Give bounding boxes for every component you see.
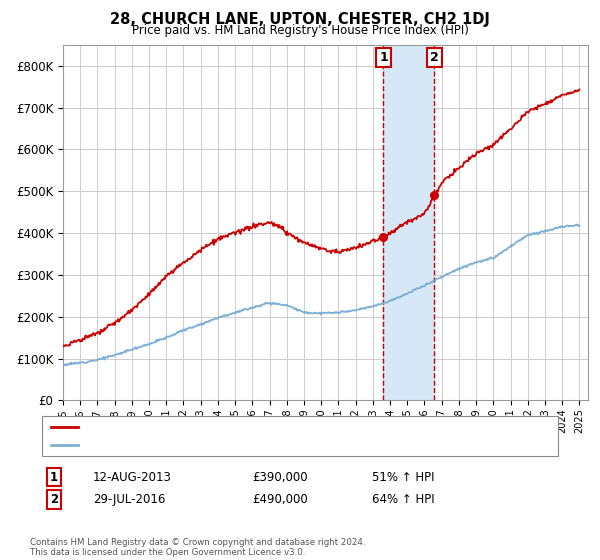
Text: 29-JUL-2016: 29-JUL-2016: [93, 493, 166, 506]
Bar: [383, 45, 434, 400]
Text: 51% ↑ HPI: 51% ↑ HPI: [372, 470, 434, 484]
Text: Price paid vs. HM Land Registry's House Price Index (HPI): Price paid vs. HM Land Registry's House …: [131, 24, 469, 36]
Text: HPI: Average price, detached house, Cheshire West and Chester: HPI: Average price, detached house, Ches…: [83, 440, 418, 450]
Text: 28, CHURCH LANE, UPTON, CHESTER, CH2 1DJ (detached house): 28, CHURCH LANE, UPTON, CHESTER, CH2 1DJ…: [83, 422, 419, 432]
Text: Contains HM Land Registry data © Crown copyright and database right 2024.
This d: Contains HM Land Registry data © Crown c…: [30, 538, 365, 557]
Text: 28, CHURCH LANE, UPTON, CHESTER, CH2 1DJ: 28, CHURCH LANE, UPTON, CHESTER, CH2 1DJ: [110, 12, 490, 27]
Text: 12-AUG-2013: 12-AUG-2013: [93, 470, 172, 484]
Text: 2: 2: [430, 51, 439, 64]
Text: 1: 1: [379, 51, 388, 64]
Text: 1: 1: [50, 470, 58, 484]
Text: 2: 2: [50, 493, 58, 506]
Text: £490,000: £490,000: [252, 493, 308, 506]
Text: £390,000: £390,000: [252, 470, 308, 484]
Text: 64% ↑ HPI: 64% ↑ HPI: [372, 493, 434, 506]
